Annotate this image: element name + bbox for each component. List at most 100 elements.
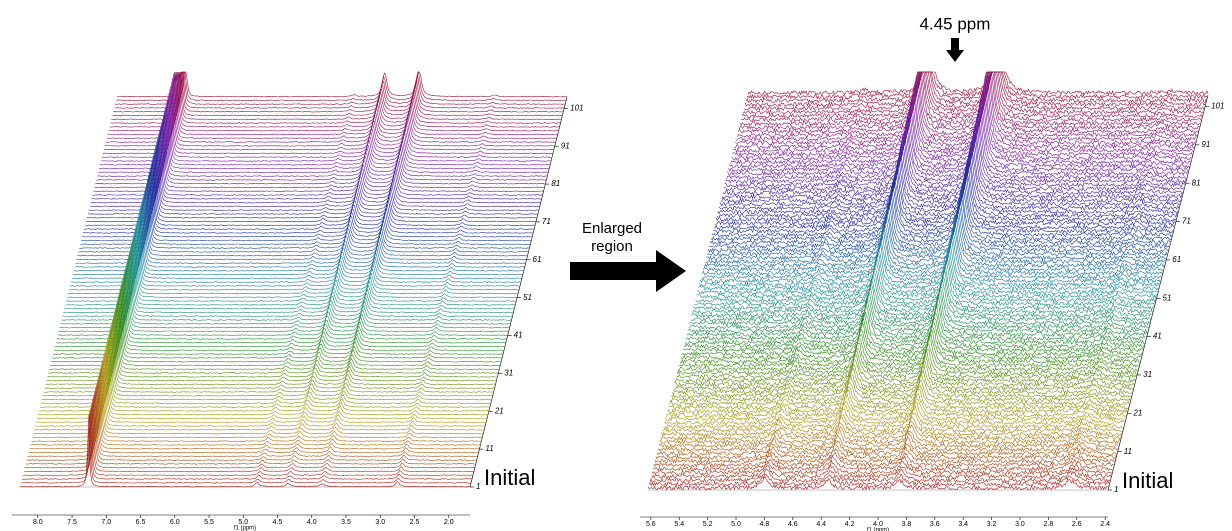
spectrum-trace (48, 301, 499, 374)
spectrum-trace (116, 71, 568, 98)
spectrum-trace (79, 175, 530, 249)
x-tick-label: 2.6 (1072, 521, 1082, 528)
spectrum-trace (724, 123, 1185, 188)
spectrum-trace (20, 410, 471, 484)
spectrum-trace (82, 164, 533, 238)
z-axis (1107, 94, 1209, 491)
spectrum-trace (687, 293, 1148, 334)
spectrum-trace (698, 243, 1159, 292)
spectrum-trace (679, 329, 1141, 365)
spectrum-trace (659, 424, 1120, 445)
spectrum-trace (681, 321, 1143, 357)
z-axis (469, 96, 568, 488)
spectrum-trace (693, 266, 1154, 311)
spectrum-trace (686, 296, 1147, 338)
spectrum-trace (27, 384, 478, 458)
x-tick-label: 4.0 (873, 521, 883, 528)
z-tick-label: 31 (504, 369, 513, 378)
spectrum-trace (702, 225, 1163, 276)
x-tick-label: 4.6 (788, 521, 798, 528)
spectrum-trace (99, 92, 551, 166)
spectrum-trace (76, 187, 527, 261)
spectrum-trace (102, 81, 553, 155)
spectrum-trace (723, 125, 1184, 192)
spectrum-trace (58, 259, 509, 333)
spectrum-trace (33, 361, 484, 435)
x-tick-label: 5.0 (238, 519, 248, 526)
spectrum-trace (741, 71, 1203, 119)
z-tick-label: 101 (1211, 102, 1224, 111)
spectrum-trace (66, 229, 517, 302)
spectrum-trace (26, 388, 477, 461)
spectrum-trace (747, 71, 1209, 96)
spectrum-trace (41, 327, 492, 401)
spectrum-trace (100, 88, 552, 162)
spectrum-trace (74, 195, 525, 268)
x-tick-label: 5.6 (646, 521, 656, 528)
spectrum-trace (53, 278, 504, 352)
spectrum-trace (704, 216, 1165, 269)
spectrum-trace (713, 169, 1175, 230)
spectrum-trace (114, 71, 566, 105)
spectrum-trace (711, 181, 1173, 238)
spectrum-trace (712, 175, 1174, 234)
spectrum-trace (722, 130, 1184, 196)
spectrum-trace (71, 206, 522, 280)
spectrum-trace (68, 217, 520, 291)
spectrum-trace (94, 115, 545, 189)
spectrum-trace (658, 428, 1119, 449)
spectrum-trace (707, 197, 1169, 253)
spectrum-trace (699, 237, 1160, 288)
spectrum-trace (81, 168, 532, 242)
x-tick-label: 4.2 (845, 521, 855, 528)
z-tick-label: 61 (1172, 255, 1181, 264)
spectrum-trace (38, 338, 489, 412)
spectrum-trace (59, 255, 510, 329)
spectrum-trace (718, 147, 1180, 211)
spectrum-trace (688, 289, 1149, 330)
spectrum-trace (655, 442, 1117, 461)
peak-annotation: 4.45 ppm (920, 14, 991, 33)
spectrum-trace (87, 142, 538, 215)
spectrum-trace (99, 96, 550, 170)
spectrum-trace (703, 220, 1164, 273)
spectrum-trace (84, 153, 536, 227)
spectrum-trace (719, 143, 1180, 207)
spectrum-trace (738, 71, 1199, 134)
spectrum-trace (28, 380, 479, 454)
x-tick-label: 4.4 (816, 521, 826, 528)
spectrum-trace (110, 71, 561, 124)
spectrum-trace (43, 319, 494, 393)
x-tick-label: 3.0 (375, 519, 385, 526)
spectrum-trace (651, 459, 1113, 476)
spectrum-trace (671, 369, 1132, 399)
spectrum-trace (56, 267, 507, 340)
spectrum-trace (736, 71, 1197, 142)
spectrum-trace (674, 355, 1135, 388)
spectrum-trace (737, 70, 1198, 138)
x-tick-label: 8.0 (33, 519, 43, 526)
z-tick-label: 41 (1153, 332, 1162, 341)
spectrum-trace (670, 373, 1131, 403)
z-tick-label: 91 (1201, 140, 1210, 149)
x-tick-label: 5.5 (204, 519, 214, 526)
spectrum-trace (746, 71, 1208, 100)
z-tick-label: 41 (514, 331, 523, 340)
spectrum-trace (663, 404, 1124, 430)
spectrum-trace (668, 385, 1129, 410)
spectrum-trace (729, 98, 1190, 169)
spectrum-trace (710, 184, 1172, 242)
z-tick-label: 71 (1182, 217, 1191, 226)
spectrum-trace (108, 71, 559, 132)
annotation-arrow (946, 38, 964, 62)
spectrum-trace (83, 160, 534, 234)
spectrum-trace (680, 324, 1142, 361)
spectrum-trace (647, 476, 1109, 491)
spectrum-trace (45, 312, 496, 386)
spectrum-trace (725, 116, 1186, 184)
spectrum-trace (116, 70, 567, 102)
spectrum-trace (707, 202, 1168, 257)
spectrum-trace (22, 403, 473, 476)
spectrum-trace (696, 252, 1157, 299)
z-tick-label: 21 (1132, 408, 1142, 417)
